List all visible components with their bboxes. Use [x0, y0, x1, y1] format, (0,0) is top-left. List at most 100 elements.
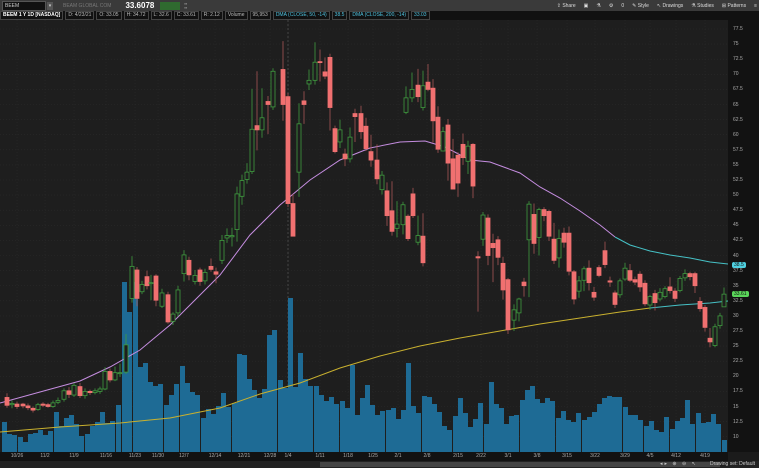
- bid-ask: ▪▪ ▪▪: [184, 0, 188, 10]
- info-high: H: 34.72: [123, 11, 149, 20]
- patterns-button[interactable]: ⊞ Patterns: [721, 2, 747, 9]
- price-tick: 27.5: [733, 328, 743, 334]
- price-tick: 50: [733, 192, 739, 199]
- scrollbar-thumb[interactable]: [320, 462, 720, 467]
- date-tick: 1/4: [284, 453, 292, 459]
- flask-icon[interactable]: ⚗: [596, 2, 601, 9]
- price-tick: 45: [733, 222, 739, 229]
- date-tick: 1/11: [315, 453, 325, 459]
- date-tick: 2/1: [394, 453, 402, 459]
- date-tick: 11/2: [40, 453, 50, 459]
- price-tick: 62.5: [733, 116, 743, 123]
- candlestick-chart[interactable]: [0, 20, 728, 452]
- date-tick: 2/22: [476, 453, 486, 459]
- share-label: Share: [562, 2, 576, 9]
- drawing-set-selector[interactable]: Drawing set: Default: [709, 461, 755, 467]
- dma-value-tag: 38.5: [732, 261, 746, 268]
- date-tick: 12/7: [179, 453, 189, 459]
- window-icon[interactable]: ▣: [583, 2, 589, 9]
- zero-button[interactable]: 0: [621, 2, 625, 9]
- study-dma200-value: 33.03: [411, 11, 430, 20]
- symbol-dropdown-button[interactable]: ▾: [47, 1, 53, 10]
- price-tick: 52.5: [733, 177, 743, 183]
- date-tick: 11/23: [128, 453, 142, 459]
- time-axis[interactable]: 10/26 11/2 11/9 11/16 11/23 11/30 12/7 12/14 12/…: [0, 452, 728, 461]
- date-tick: 3/8: [533, 453, 541, 459]
- studies-button[interactable]: ⚗ Studies: [691, 2, 714, 9]
- info-volume: 95,953: [249, 11, 271, 20]
- info-close: C: 33.61: [173, 11, 199, 20]
- chart-plot-area[interactable]: [0, 20, 728, 452]
- last-price-tag: 33.61: [732, 291, 749, 298]
- drawings-button[interactable]: ↖ Drawings: [656, 2, 684, 9]
- toolbar-tools: ⇪ Share ▣ ⚗ ⚙ 0 ✎ Style ↖ Drawings ⚗ Stu…: [557, 0, 757, 11]
- symbol-input[interactable]: BEEM: [2, 0, 46, 11]
- date-tick: 12/28: [263, 453, 277, 459]
- date-tick: 12/14: [208, 453, 222, 459]
- price-tick: 37.5: [733, 267, 743, 274]
- zoom-controls[interactable]: ◂▸ ⊕ ⊖ ↖: [660, 461, 698, 467]
- date-tick: 11/30: [151, 453, 165, 459]
- date-tick: 4/5: [646, 453, 654, 459]
- date-tick: 1/18: [343, 453, 353, 459]
- study-dma200[interactable]: DMA (CLOSE, 200, -14): [349, 11, 410, 20]
- info-date: D: 4/23/21: [65, 11, 95, 20]
- date-tick: 10/26: [10, 453, 24, 459]
- date-tick: 3/15: [562, 453, 572, 459]
- price-tick: 77.5: [733, 26, 743, 32]
- date-tick: 3/22: [590, 453, 600, 459]
- study-dma50-value: 38.5: [331, 11, 348, 20]
- price-tick: 65: [733, 101, 739, 108]
- last-price: 33.6078: [125, 1, 155, 10]
- chart-title: BEEM 1 Y 1D [NASDAQ]: [0, 11, 64, 20]
- date-tick: 4/12: [671, 453, 681, 459]
- date-tick: 12/21: [237, 453, 251, 459]
- info-open: O: 33.05: [96, 11, 122, 20]
- price-tick: 55: [733, 161, 739, 168]
- patterns-label: Patterns: [727, 2, 747, 9]
- chart-info-bar: BEEM 1 Y 1D [NASDAQ] D: 4/23/21 O: 33.05…: [0, 11, 759, 20]
- price-tick: 20: [733, 373, 739, 380]
- price-tick: 40: [733, 252, 739, 259]
- price-tick: 70: [733, 71, 739, 78]
- price-change-badge: [160, 1, 181, 10]
- date-tick: 4/19: [700, 453, 710, 459]
- price-tick: 17.5: [733, 388, 743, 395]
- price-tick: 15: [733, 403, 739, 410]
- style-button[interactable]: ✎ Style: [632, 2, 649, 9]
- price-axis[interactable]: 77.5 75 72.5 70 67.5 65 62.5 60 57.5 55 52.5 50 47.5…: [728, 20, 759, 452]
- info-low: L: 32.6: [150, 11, 172, 20]
- share-button[interactable]: ⇪ Share: [556, 2, 576, 9]
- price-tick: 25: [733, 343, 739, 350]
- menu-icon[interactable]: ≡: [754, 2, 757, 9]
- price-tick: 32.5: [733, 297, 743, 304]
- info-volume-label: Volume: [224, 11, 248, 20]
- date-tick: 11/9: [69, 453, 79, 459]
- price-tick: 75: [733, 41, 739, 48]
- price-tick: 67.5: [733, 86, 743, 93]
- price-tick: 42.5: [733, 237, 743, 244]
- date-tick: 11/16: [99, 453, 113, 459]
- price-tick: 10: [733, 433, 739, 440]
- date-tick: 3/1: [504, 453, 512, 459]
- date-tick: 2/8: [423, 453, 431, 459]
- gear-icon[interactable]: ⚙: [608, 2, 614, 9]
- price-tick: 22.5: [733, 358, 743, 365]
- toolbar: BEEM ▾ BEAM GLOBAL COM 33.6078 ▪▪ ▪▪ ⇪ Sh…: [0, 0, 759, 11]
- price-tick: 57.5: [733, 146, 743, 153]
- study-dma50[interactable]: DMA (CLOSE, 50, -14): [272, 11, 330, 20]
- price-tick: 30: [733, 312, 739, 319]
- price-tick: 47.5: [733, 207, 743, 214]
- style-label: Style: [637, 2, 649, 9]
- price-tick: 12.5: [733, 418, 743, 425]
- price-tick: 60: [733, 131, 739, 138]
- date-tick: 3/29: [620, 453, 630, 459]
- date-tick: 1/25: [368, 453, 378, 459]
- studies-label: Studies: [697, 2, 714, 9]
- price-tick: 72.5: [733, 56, 743, 63]
- drawings-label: Drawings: [662, 2, 684, 9]
- price-tick: 35: [733, 282, 739, 289]
- date-tick: 2/15: [453, 453, 463, 459]
- company-name: BEAM GLOBAL COM: [63, 2, 112, 9]
- chart-scrollbar[interactable]: ◂▸ ⊕ ⊖ ↖ Drawing set: Default: [0, 461, 759, 468]
